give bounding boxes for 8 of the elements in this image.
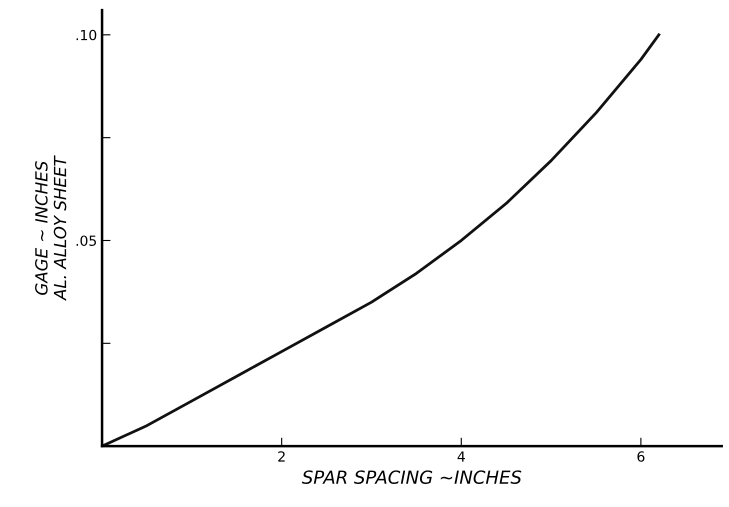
y-axis-title: GAGE ~ INCHES AL. ALLOY SHEET bbox=[35, 155, 66, 301]
y-tick-label: .10 bbox=[76, 30, 96, 40]
y-tick-label: .05 bbox=[76, 235, 96, 246]
x-axis-title: SPAR SPACING ~INCHES bbox=[302, 470, 522, 484]
x-tick-label: 2 bbox=[278, 451, 285, 462]
x-tick-label: 4 bbox=[458, 451, 465, 462]
line-series bbox=[102, 33, 660, 446]
x-tick-label: 6 bbox=[637, 451, 644, 462]
